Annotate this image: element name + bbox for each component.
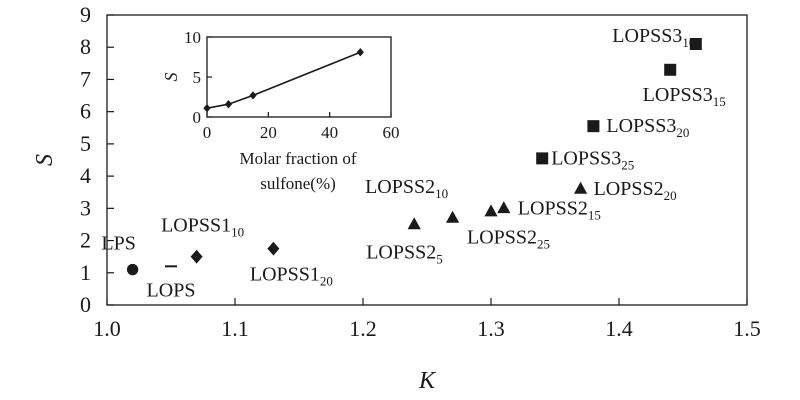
- main-point-marker: [484, 204, 498, 217]
- main-point-marker: [267, 241, 280, 256]
- inset-x-axis-title-line-2: sulfone(%): [260, 174, 336, 193]
- main-plot-frame: [106, 14, 748, 306]
- main-point-marker: [536, 152, 549, 165]
- inset-x-axis-title-line-1: Molar fraction of: [239, 149, 356, 168]
- inset-x-tick-label: 40: [321, 123, 338, 142]
- inset-point-marker: [356, 48, 364, 57]
- inset-x-tick-label: 20: [260, 123, 277, 142]
- point-label-main: LOPSS3: [551, 147, 621, 169]
- point-label: LOPSS220: [594, 178, 677, 203]
- inset-y-axis-title: S: [161, 73, 181, 82]
- point-label-main: LOPSS2: [365, 176, 435, 198]
- main-x-tick-label: 1.1: [221, 316, 249, 341]
- point-label-main: LOPS: [147, 279, 196, 301]
- main-y-tick-label: 2: [80, 228, 91, 253]
- main-x-tick-label: 1.4: [605, 316, 633, 341]
- main-point-marker: [126, 263, 139, 276]
- main-point-marker: [165, 265, 177, 268]
- point-label-main: LOPSS3: [606, 115, 676, 137]
- point-label: LOPSS325: [551, 147, 634, 172]
- main-y-tick-label: 7: [80, 66, 91, 91]
- point-label: LOPSS110: [161, 215, 244, 240]
- point-label: LOPSS225: [467, 227, 550, 252]
- point-label-main: LOPSS2: [467, 227, 537, 249]
- inset-point-marker: [224, 100, 233, 109]
- point-label-subscript: 15: [588, 207, 601, 222]
- point-label-subscript: 5: [436, 251, 443, 266]
- inset-y-tick-label: 5: [193, 68, 202, 87]
- main-x-tick-label: 1.5: [733, 316, 761, 341]
- point-label: LOPSS25: [366, 241, 443, 266]
- point-label-main: LPS: [101, 233, 135, 255]
- point-label: LOPSS315: [643, 84, 726, 109]
- main-point-marker: [446, 210, 460, 223]
- main-data-points: LPSLOPSLOPSS110LOPSS120LOPSS25LOPSS210LO…: [101, 25, 725, 301]
- point-label: LOPS: [147, 279, 196, 301]
- point-label: LOPSS310: [612, 25, 695, 50]
- point-label-main: LOPSS2: [366, 241, 436, 263]
- main-point-marker: [689, 38, 702, 50]
- point-label-subscript: 25: [621, 157, 634, 172]
- point-label: LOPSS120: [250, 264, 333, 289]
- point-label: LPS: [101, 233, 135, 255]
- point-label-subscript: 15: [713, 94, 726, 109]
- point-label: LOPSS215: [518, 197, 601, 222]
- main-point-marker: [497, 201, 511, 214]
- inset-point-marker: [249, 91, 257, 100]
- main-point-marker: [664, 63, 677, 76]
- main-y-axis-title: S: [32, 154, 58, 166]
- point-label-subscript: 20: [676, 125, 689, 140]
- point-label-main: LOPSS1: [250, 264, 320, 286]
- inset-y-tick-label: 10: [184, 28, 201, 47]
- point-label-subscript: 10: [682, 35, 695, 50]
- point-label-main: LOPSS3: [612, 25, 682, 47]
- main-point-marker: [190, 249, 203, 264]
- point-label-subscript: 20: [320, 274, 333, 289]
- main-y-tick-label: 5: [80, 131, 91, 156]
- inset-x-tick-label: 0: [203, 123, 212, 142]
- point-label-subscript: 25: [537, 237, 550, 252]
- main-axis-ticks: 1.0 1.1 1.2 1.3 1.4 1.5 0 1 2 3 4 5 6 7 8 9: [80, 2, 761, 341]
- inset-series-line: [206, 51, 361, 109]
- point-label-subscript: 10: [435, 186, 448, 201]
- main-y-tick-label: 3: [80, 195, 91, 220]
- main-point-marker: [587, 120, 600, 133]
- point-label-subscript: 20: [664, 188, 677, 203]
- main-x-tick-label: 1.3: [477, 316, 505, 341]
- inset-x-tick-label: 60: [383, 123, 400, 142]
- main-y-tick-label: 6: [80, 99, 91, 124]
- main-x-tick-label: 1.0: [93, 316, 121, 341]
- main-point-marker: [407, 217, 421, 230]
- point-label: LOPSS210: [365, 176, 448, 201]
- main-y-tick-label: 4: [80, 163, 91, 188]
- point-label: LOPSS320: [606, 115, 689, 140]
- inset-axis-ticks: 0 20 40 60 0 5 10: [184, 28, 400, 142]
- main-point-marker: [574, 181, 588, 194]
- inset-y-tick-label: 0: [193, 108, 202, 127]
- main-x-tick-label: 1.2: [349, 316, 377, 341]
- inset-data-series: [203, 48, 364, 113]
- point-label-subscript: 10: [231, 225, 244, 240]
- inset-point-marker: [203, 104, 211, 113]
- point-label-main: LOPSS1: [161, 215, 231, 237]
- main-y-tick-label: 9: [80, 2, 91, 27]
- point-label-main: LOPSS2: [594, 178, 664, 200]
- main-x-axis-title: K: [418, 368, 437, 394]
- main-y-tick-label: 8: [80, 34, 91, 59]
- main-y-tick-label: 0: [80, 292, 91, 317]
- main-y-tick-label: 1: [80, 260, 91, 285]
- point-label-main: LOPSS2: [518, 197, 588, 219]
- point-label-main: LOPSS3: [643, 84, 713, 106]
